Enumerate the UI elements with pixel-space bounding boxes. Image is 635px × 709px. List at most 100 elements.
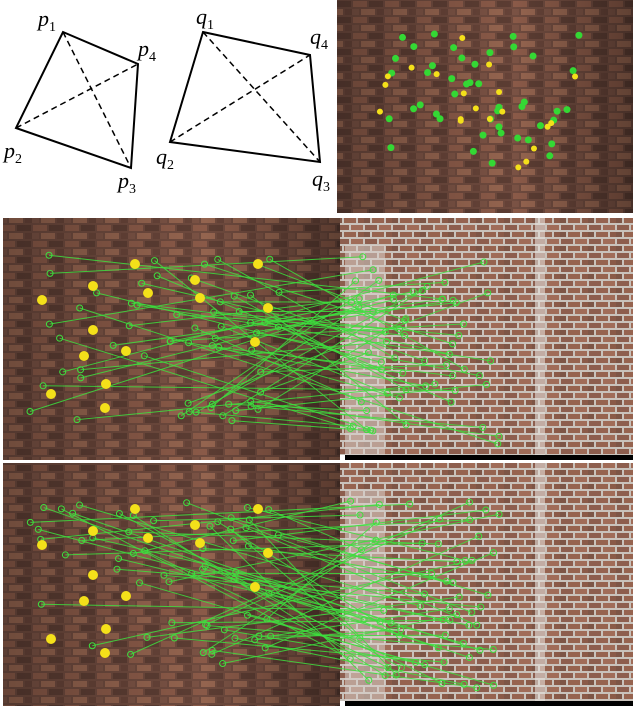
label-base: q	[312, 166, 323, 191]
feature	[431, 30, 438, 37]
label-sub: 1	[49, 20, 56, 35]
keypoint	[377, 109, 383, 115]
label-base: p	[116, 168, 129, 193]
label-sub: 4	[149, 50, 156, 65]
label-base: q	[310, 24, 321, 49]
feature	[450, 44, 457, 51]
feature	[575, 32, 582, 39]
keypoint	[572, 74, 578, 80]
border	[345, 455, 633, 460]
feature	[525, 136, 532, 143]
feature	[554, 108, 561, 115]
keypoint	[499, 109, 505, 115]
keypoint	[46, 634, 56, 644]
label-base: q	[156, 144, 167, 169]
label-sub: 3	[323, 180, 330, 195]
keypoint	[253, 504, 263, 514]
diagonal	[203, 32, 320, 162]
feature	[486, 49, 493, 56]
quad-p	[16, 32, 138, 168]
label-sub: 3	[129, 182, 136, 197]
keypoint	[250, 337, 260, 347]
keypoint	[473, 105, 479, 111]
feature	[530, 52, 537, 59]
feature	[399, 34, 406, 41]
keypoint	[253, 259, 263, 269]
feature	[570, 67, 577, 74]
label-base: q	[196, 4, 207, 29]
keypoint	[458, 116, 464, 122]
keypoint	[37, 295, 47, 305]
feature	[451, 91, 458, 98]
feature	[548, 140, 555, 147]
vertex-label: q1	[196, 4, 214, 33]
keypoint	[88, 281, 98, 291]
vertex-label: q3	[312, 166, 330, 195]
vertex-label: p4	[136, 36, 156, 65]
border	[345, 701, 633, 706]
keypoint	[434, 71, 440, 77]
feature	[470, 148, 477, 155]
quad-q	[170, 32, 320, 162]
keypoint	[496, 89, 502, 95]
keypoint	[382, 82, 388, 88]
keypoint	[88, 325, 98, 335]
keypoint	[79, 351, 89, 361]
keypoint	[130, 504, 140, 514]
label-sub: 2	[15, 152, 22, 167]
feature	[471, 61, 478, 68]
feature	[392, 55, 399, 62]
feature	[510, 43, 517, 50]
feature	[475, 80, 482, 87]
feature	[564, 106, 571, 113]
keypoint	[79, 596, 89, 606]
label-sub: 1	[207, 18, 214, 33]
keypoint	[385, 73, 391, 79]
feature	[437, 115, 444, 122]
feature	[495, 123, 502, 130]
keypoint	[143, 533, 153, 543]
feature	[489, 160, 496, 167]
feature	[510, 33, 517, 40]
keypoint	[88, 526, 98, 536]
vertex-label: p3	[116, 168, 136, 197]
quad-outline	[170, 32, 320, 162]
keypoint	[409, 65, 415, 71]
diagonal	[170, 55, 310, 142]
feature	[417, 101, 424, 108]
photo-shade	[337, 0, 633, 213]
feature	[410, 43, 417, 50]
keypoint	[190, 275, 200, 285]
keypoint	[515, 164, 521, 170]
feature	[546, 152, 553, 159]
label-base: p	[2, 138, 15, 163]
keypoint	[100, 648, 110, 658]
keypoint	[88, 570, 98, 580]
keypoint	[487, 116, 493, 122]
label-base: p	[136, 36, 149, 61]
keypoint	[101, 624, 111, 634]
vertex-label: q2	[156, 144, 174, 173]
vertex-label: p2	[2, 138, 22, 167]
keypoint	[548, 120, 554, 126]
keypoint	[195, 538, 205, 548]
figure: p1 p4 p2 p3 q1 q4 q2 q3	[0, 0, 635, 709]
feature	[480, 132, 487, 139]
feature	[498, 130, 505, 137]
label-sub: 4	[321, 38, 328, 53]
keypoint	[486, 61, 492, 67]
keypoint	[263, 303, 273, 313]
keypoint	[37, 540, 47, 550]
photo-shade	[3, 463, 340, 706]
keypoint	[195, 293, 205, 303]
quad-outline	[16, 32, 138, 168]
feature	[386, 115, 393, 122]
feature	[466, 79, 473, 86]
keypoint	[101, 379, 111, 389]
keypoint	[121, 346, 131, 356]
keypoint	[190, 520, 200, 530]
keypoint	[143, 288, 153, 298]
pillar	[535, 218, 545, 455]
feature	[521, 99, 528, 106]
feature	[429, 62, 436, 69]
